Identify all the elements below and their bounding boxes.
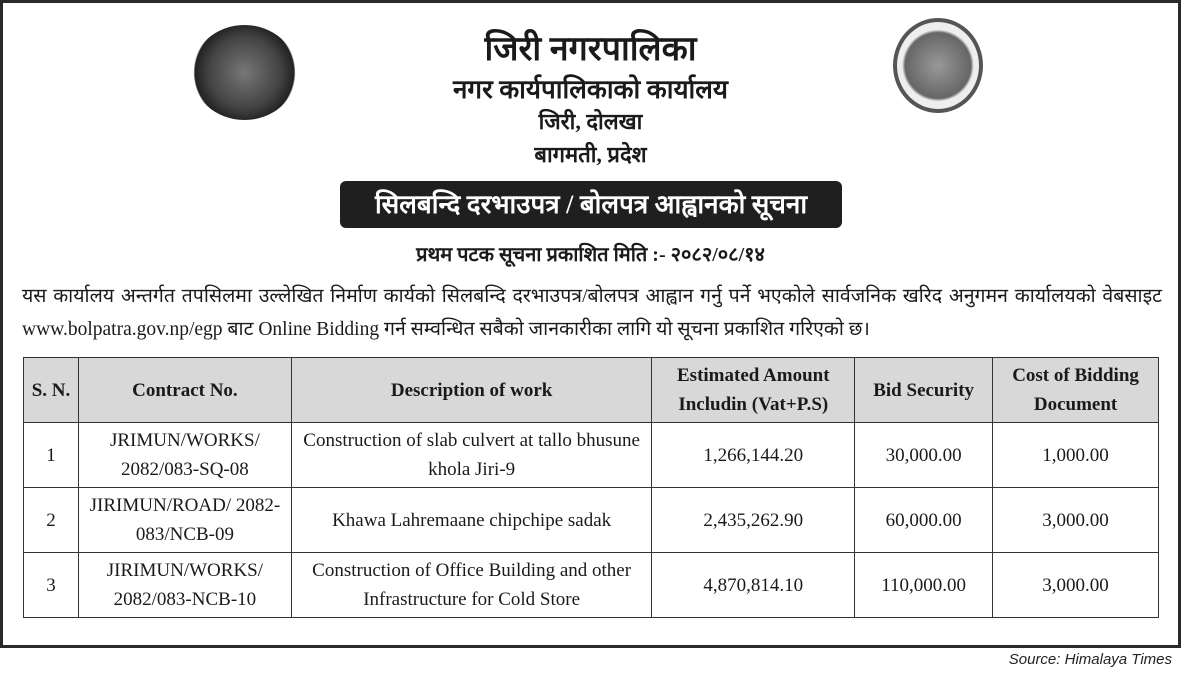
cell-bidding-cost: 3,000.00 [992,552,1159,618]
cell-estimated-amount: 1,266,144.20 [651,422,856,488]
contracts-table: S. N. Contract No. Description of work E… [23,357,1159,618]
province: बागमती, प्रदेश [534,142,647,167]
notice-body: यस कार्यालय अन्तर्गत तपसिलमा उल्लेखित नि… [22,286,1162,340]
cell-bid-security: 30,000.00 [854,422,994,488]
notice-title-banner: सिलबन्दि दरभाउपत्र / बोलपत्र आह्वानको सू… [340,181,842,228]
header-bidding-cost: Cost of Bidding Document [992,357,1159,423]
nepal-emblem-logo [192,25,297,120]
cell-sn: 3 [23,552,79,618]
header-description: Description of work [290,357,653,423]
cell-estimated-amount: 4,870,814.10 [651,552,856,618]
header-estimated-amount: Estimated Amount Includin (Vat+P.S) [651,357,856,423]
notice-frame [0,0,1181,648]
cell-contract-no: JIRIMUN/WORKS/ 2082/083-NCB-10 [77,552,292,618]
header-bid-security: Bid Security [854,357,994,423]
table-row: 3 JIRIMUN/WORKS/ 2082/083-NCB-10 Constru… [23,552,1159,618]
table-header-row: S. N. Contract No. Description of work E… [23,357,1159,423]
table-row: 1 JRIMUN/WORKS/ 2082/083-SQ-08 Construct… [23,422,1159,488]
cell-bid-security: 60,000.00 [854,487,994,553]
cell-bidding-cost: 1,000.00 [992,422,1159,488]
header-sn: S. N. [23,357,79,423]
jiri-municipality-logo [893,18,983,113]
cell-description: Construction of Office Building and othe… [290,552,653,618]
table-row: 2 JIRIMUN/ROAD/ 2082-083/NCB-09 Khawa La… [23,487,1159,553]
publish-date: प्रथम पटक सूचना प्रकाशित मिति :- २०८२/०८… [416,244,765,266]
source-credit: Source: Himalaya Times [1008,651,1172,668]
cell-contract-no: JRIMUN/WORKS/ 2082/083-SQ-08 [77,422,292,488]
cell-description: Khawa Lahremaane chipchipe sadak [290,487,653,553]
municipality-title: जिरी नगरपालिका [484,31,697,68]
cell-bidding-cost: 3,000.00 [992,487,1159,553]
cell-sn: 1 [23,422,79,488]
cell-description: Construction of slab culvert at tallo bh… [290,422,653,488]
cell-bid-security: 110,000.00 [854,552,994,618]
header-contract-no: Contract No. [77,357,292,423]
cell-sn: 2 [23,487,79,553]
cell-estimated-amount: 2,435,262.90 [651,487,856,553]
office-name: नगर कार्यपालिकाको कार्यालय [453,75,728,104]
cell-contract-no: JIRIMUN/ROAD/ 2082-083/NCB-09 [77,487,292,553]
location: जिरी, दोलखा [538,109,643,134]
